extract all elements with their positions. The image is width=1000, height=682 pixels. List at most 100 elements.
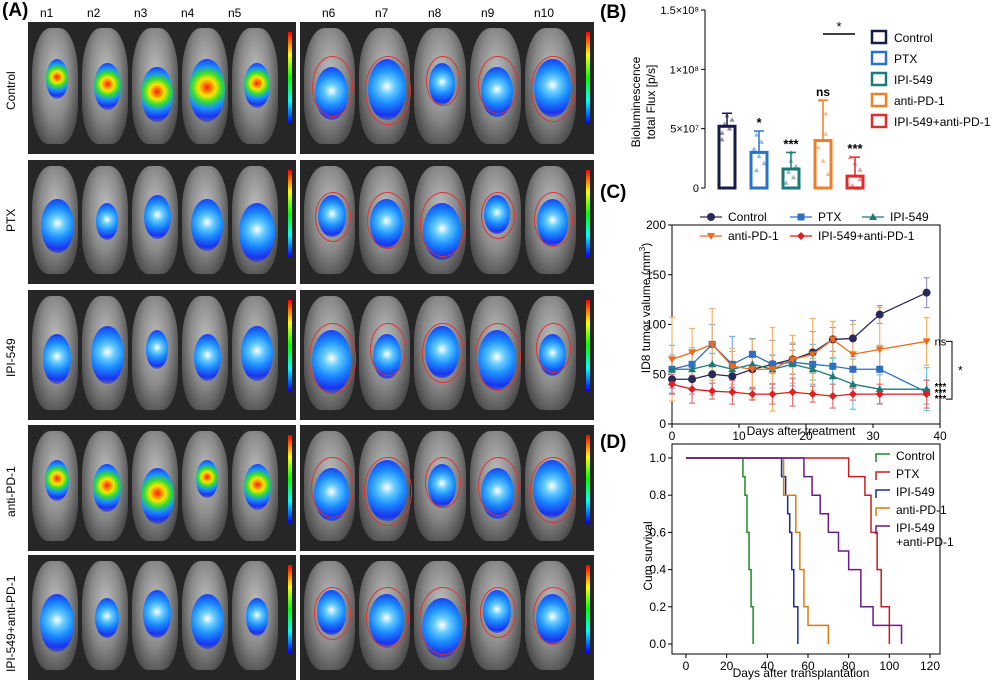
row-label-control: Control — [4, 71, 18, 111]
chart-c-point — [748, 390, 757, 399]
chart-c-point — [748, 366, 757, 374]
chart-b-legend-swatch — [870, 71, 888, 87]
chart-d-ytick-label: 0.8 — [649, 488, 666, 502]
chart-c-legend-label: IPI-549 — [890, 210, 929, 224]
chart-c-point — [875, 390, 884, 399]
bioluminescence-signal — [142, 590, 172, 638]
chart-d-curve-ipi-549 — [686, 457, 799, 644]
chart-c-bracket — [946, 340, 953, 400]
chart-b-point — [857, 176, 863, 182]
column-label-n7: n7 — [375, 6, 389, 20]
bioluminescence-signal — [45, 58, 69, 99]
roi-circle — [369, 323, 406, 376]
chart-c-xtick-label: 40 — [933, 429, 947, 442]
chart-b-ytick-label: 1.5×10⁸ — [660, 5, 699, 17]
roi-circle — [364, 55, 411, 125]
chart-b-point — [791, 174, 796, 180]
color-scale-bar — [586, 32, 590, 125]
chart-d-axes: 0.0 0.2 0.4 0.6 0.8 1.0 0 20 40 60 80 100 120 — [649, 443, 941, 673]
imaging-strip — [28, 22, 296, 154]
chart-c-legend-label: PTX — [818, 210, 841, 224]
chart-b-point — [786, 169, 791, 174]
roi-circle — [475, 323, 522, 392]
bioluminescence-signal — [143, 194, 171, 240]
bioluminescence-signal — [195, 460, 219, 499]
chart-b-axes: 0 5×10⁷ 1×10⁸ 1.5×10⁸ — [660, 5, 706, 195]
chart-c-xtick-label: 10 — [732, 429, 746, 442]
imaging-strip — [300, 290, 594, 420]
chart-c-line-ipi-549 — [672, 363, 927, 390]
chart-b-bar — [717, 124, 737, 190]
chart-d-xtick-label: 40 — [761, 659, 775, 673]
chart-c-ytick-label: 0 — [659, 417, 666, 431]
bioluminescence-signal — [191, 198, 223, 251]
chart-c-point — [848, 380, 857, 388]
chart-d-legend: ControlPTXIPI-549anti-PD-1IPI-549+anti-P… — [875, 449, 954, 549]
imaging-strip — [300, 160, 594, 284]
chart-d-legend-swatch — [875, 453, 890, 462]
column-label-n6: n6 — [322, 6, 336, 20]
chart-c-point — [708, 387, 717, 396]
column-label-n3: n3 — [134, 6, 148, 20]
bioluminescence-signal — [190, 594, 224, 649]
chart-c-ytick-label: 150 — [646, 268, 666, 282]
color-scale-bar — [586, 565, 590, 653]
roi-circle — [422, 323, 464, 384]
color-scale-bar — [288, 300, 292, 391]
chart-c-point — [768, 390, 777, 399]
chart-c-series: ns********** — [668, 277, 963, 412]
chart-c-line-ptx — [671, 343, 927, 393]
chart-d-frame — [671, 443, 941, 655]
chart-c-xtick-label: 20 — [799, 429, 813, 442]
bioluminescence-signal — [39, 594, 75, 652]
chart-d-curve-ptx — [686, 457, 891, 644]
chart-b-point — [850, 183, 855, 188]
chart-c-point — [668, 365, 676, 373]
chart-b-significance: *** — [783, 136, 799, 151]
chart-c-point — [876, 365, 884, 373]
bioluminescence-signal — [145, 330, 169, 370]
roi-circle — [536, 323, 571, 373]
chart-d-xlabel: Days after transplantation — [733, 666, 870, 680]
row-label-ipi-549: IPI-549 — [4, 338, 18, 378]
chart-c-point — [688, 385, 697, 394]
chart-c-point — [788, 388, 797, 397]
roi-circle — [367, 191, 409, 250]
chart-c-point — [828, 392, 837, 401]
bioluminescence-signal — [95, 598, 119, 638]
chart-d-survival: 0.0 0.2 0.4 0.6 0.8 1.0 0 20 40 60 80 100 120 Contro… — [641, 443, 954, 680]
chart-c-point — [875, 310, 884, 319]
chart-b-legend-swatch — [870, 92, 888, 108]
color-scale-bar — [288, 435, 292, 524]
roi-circle — [480, 587, 517, 638]
chart-d-legend-label: anti-PD-1 — [896, 503, 947, 517]
bioluminescence-signal — [239, 202, 275, 263]
chart-d-ytick-label: 0.0 — [649, 637, 666, 651]
roi-circle — [533, 191, 574, 247]
chart-c-axes: 0 50 100 150 200 0 10 20 30 40 — [646, 218, 947, 442]
chart-b-legend-label: anti-PD-1 — [894, 94, 945, 108]
chart-b-legend-label: Control — [894, 31, 933, 45]
chart-b-ytick-label: 5×10⁷ — [670, 124, 699, 136]
imaging-strip — [300, 22, 594, 154]
chart-c-legend-marker — [869, 213, 877, 220]
column-label-n8: n8 — [428, 6, 442, 20]
chart-b-point — [754, 132, 759, 137]
chart-d-xtick-label: 0 — [683, 659, 690, 673]
chart-c-point — [688, 349, 697, 357]
chart-c-legend-label: anti-PD-1 — [728, 229, 779, 243]
chart-c-point — [828, 336, 837, 344]
chart-c-ytick-label: 50 — [653, 367, 667, 381]
imaging-strip — [28, 425, 296, 551]
column-label-n4: n4 — [181, 6, 195, 20]
roi-circle — [480, 191, 516, 240]
chart-c-legend: Control PTX IPI-549 anti-PD-1 IPI-549+anti-P… — [700, 210, 929, 243]
chart-b-point — [823, 131, 828, 136]
chart-c-point — [668, 380, 676, 389]
chart-d-ytick-label: 0.4 — [649, 563, 666, 577]
chart-b-point — [724, 112, 730, 118]
chart-c-point — [728, 388, 737, 397]
chart-c-point — [708, 341, 717, 349]
roi-circle — [478, 55, 518, 115]
column-label-n2: n2 — [87, 6, 101, 20]
